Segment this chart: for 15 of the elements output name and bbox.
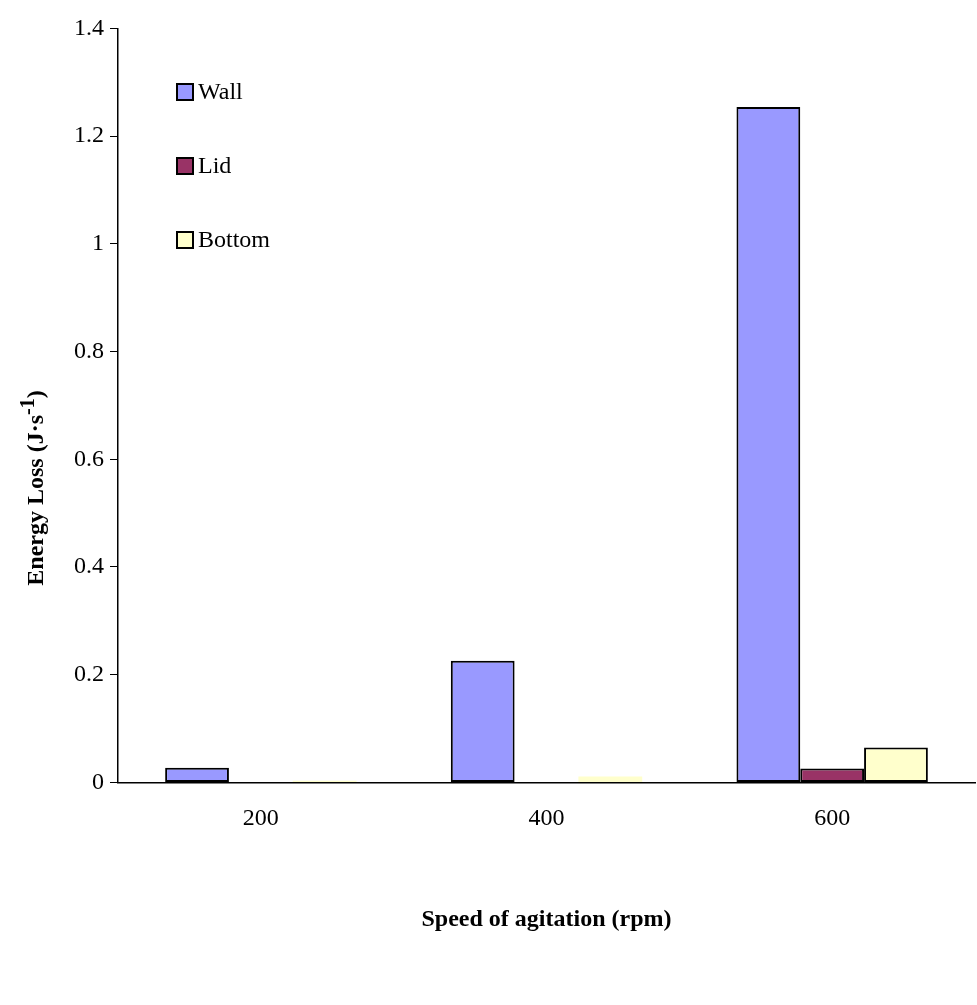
y-tick-label: 1 — [92, 229, 104, 256]
y-tick-label: 1.2 — [74, 121, 104, 148]
y-tick-label: 0 — [92, 767, 104, 794]
y-tick-label: 1.4 — [74, 13, 104, 40]
y-tick-label: 0.4 — [74, 552, 104, 579]
x-tick-label: 600 — [814, 804, 851, 831]
x-axis-title: Speed of agitation (rpm) — [421, 904, 672, 931]
x-tick-label: 200 — [242, 804, 279, 831]
x-tick-label: 400 — [528, 804, 565, 831]
y-tick-label: 0.6 — [74, 444, 104, 471]
legend-label: Wall — [198, 78, 243, 106]
legend-label: Bottom — [198, 226, 271, 254]
legend-label: Lid — [198, 152, 232, 180]
y-tick-label: 0.8 — [74, 336, 104, 363]
y-tick-label: 0.2 — [74, 659, 104, 686]
